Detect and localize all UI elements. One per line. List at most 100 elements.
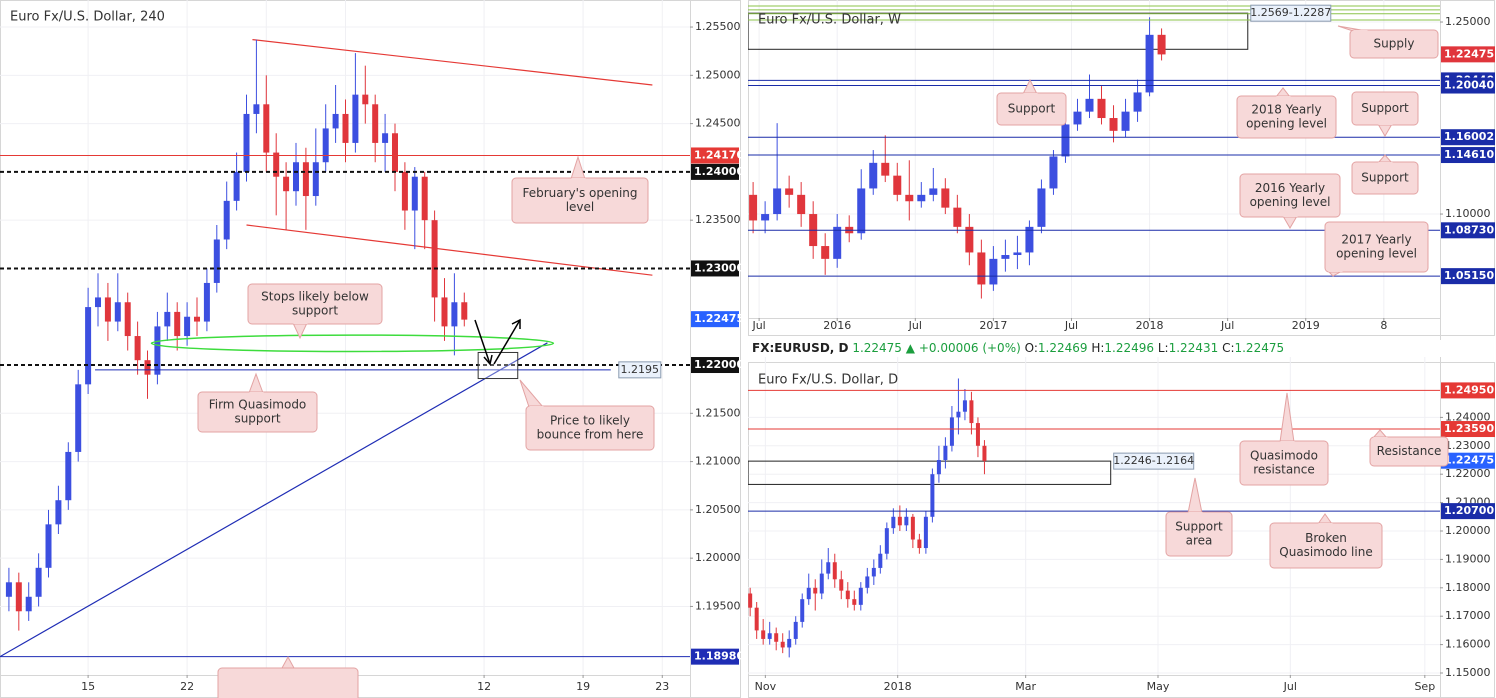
candle-body [243, 113, 250, 172]
x-tick-label: 23 [655, 680, 669, 693]
panel-frame [748, 362, 1495, 698]
candle-body [806, 587, 811, 600]
candle-body [845, 590, 850, 600]
level-label: 1.23000 [694, 261, 744, 274]
candle-body [114, 302, 121, 322]
chart: 1.240001.230001.220001.210001.200001.190… [748, 357, 1495, 697]
candle-body [881, 162, 890, 176]
chart-title: Euro Fx/U.S. Dollar, D [758, 373, 898, 388]
y-tick-label: 1.19500 [695, 599, 741, 612]
callout-text: Firm Quasimodo [209, 398, 307, 412]
y-tick-label: 1.17000 [1445, 609, 1491, 622]
candle-body [1121, 111, 1130, 131]
callout-text: support [292, 304, 338, 318]
candle-body [1001, 255, 1010, 259]
candle-body [352, 94, 359, 143]
ohlc-value: 1.22496 [1104, 341, 1154, 355]
candle-body [55, 500, 62, 525]
candle-body [342, 113, 349, 143]
ohlc-key: C: [1222, 341, 1234, 355]
candle-body [749, 194, 758, 221]
callout-seam [1353, 30, 1368, 32]
candle-body [362, 94, 369, 105]
candle-body [1085, 98, 1094, 112]
candle-body [164, 311, 171, 327]
candle-body [174, 311, 181, 337]
candle-body [411, 176, 418, 211]
candle-body [382, 133, 389, 143]
level-label: 1.16002 [1444, 130, 1494, 143]
y-tick-label: 1.10000 [1445, 207, 1491, 220]
candle-body [223, 200, 230, 240]
candle-body [949, 417, 954, 446]
level-label: 1.14610 [1444, 148, 1494, 161]
ohlc-value: 1.22469 [1038, 341, 1088, 355]
ohlc-key: H: [1091, 341, 1104, 355]
chart: 1.25000 1.10000 Jul 2016 Jul 2017 Jul 2018 Jul 20… [748, 0, 1495, 340]
level-label: 1.20040 [1444, 79, 1494, 92]
level-label: 1.22475 [1444, 454, 1494, 467]
level-label: 1.22475 [1444, 47, 1494, 60]
candle-body [761, 630, 766, 639]
level-label-box [1441, 222, 1495, 239]
callout-seam [529, 406, 544, 408]
ohlc-value: 1.22431 [1169, 341, 1219, 355]
level-label-box [1441, 147, 1495, 164]
x-tick-label: Nov [755, 680, 777, 693]
callout-seam [1276, 96, 1291, 98]
candle-body [865, 576, 870, 588]
level-label: 1.24170 [694, 148, 744, 161]
level-label-box [1441, 421, 1495, 438]
candle-body [832, 562, 837, 580]
change: +0.00006 (+0%) [919, 341, 1021, 355]
symbol-info: FX:EURUSD, D 1.22475 ▲ +0.00006 (+0%) O:… [752, 341, 1284, 355]
candle-body [962, 400, 967, 412]
candle-body [929, 188, 938, 195]
arrow [493, 319, 521, 365]
y-tick-label: 1.23000 [1445, 439, 1491, 452]
callout [1324, 221, 1429, 273]
callout-text: Support [1361, 101, 1409, 115]
candle-body [956, 411, 961, 418]
callout-seam [1023, 93, 1038, 95]
candle-body [785, 188, 794, 195]
candle-body [421, 176, 428, 221]
candle-body [787, 638, 792, 648]
symbol: FX:EURUSD, D [752, 341, 849, 355]
candle-body [858, 587, 863, 605]
candle-body [332, 113, 339, 129]
callout-text: Supply [1374, 37, 1415, 51]
chart-overlay [217, 318, 521, 698]
candle-body [95, 297, 102, 308]
level-label: 1.2195 [621, 363, 660, 376]
arrow-head [483, 354, 493, 366]
candle-body [292, 162, 299, 192]
candle-body [965, 226, 974, 253]
callout-seam [1283, 215, 1298, 217]
x-tick-label: Mar [1015, 680, 1036, 693]
candle-body [1145, 34, 1154, 93]
callout [1369, 436, 1449, 467]
y-tick-label: 1.20000 [1445, 524, 1491, 537]
candle-body [35, 567, 42, 597]
candle-body [124, 302, 131, 337]
callout-seam [1378, 123, 1393, 125]
candle-body [821, 246, 830, 259]
candle-body [982, 445, 987, 461]
candle-body [461, 302, 468, 320]
level-label: 1.24000 [694, 165, 744, 178]
ohlc-key: O: [1025, 341, 1038, 355]
zone-label-box [1113, 452, 1195, 470]
candle-body [975, 423, 980, 446]
x-tick-label: Sep [1414, 680, 1435, 693]
callout-text: Quasimodo line [1279, 545, 1372, 559]
level-label: 1.23590 [1444, 422, 1494, 435]
candle-body [953, 207, 962, 227]
candle-body [857, 188, 866, 234]
candle-body [878, 553, 883, 568]
level-label-box [691, 357, 739, 374]
x-tick-label: 2018 [1136, 319, 1164, 332]
callout-seam [571, 178, 586, 180]
candle-body [144, 360, 151, 375]
candle-body [773, 188, 782, 215]
